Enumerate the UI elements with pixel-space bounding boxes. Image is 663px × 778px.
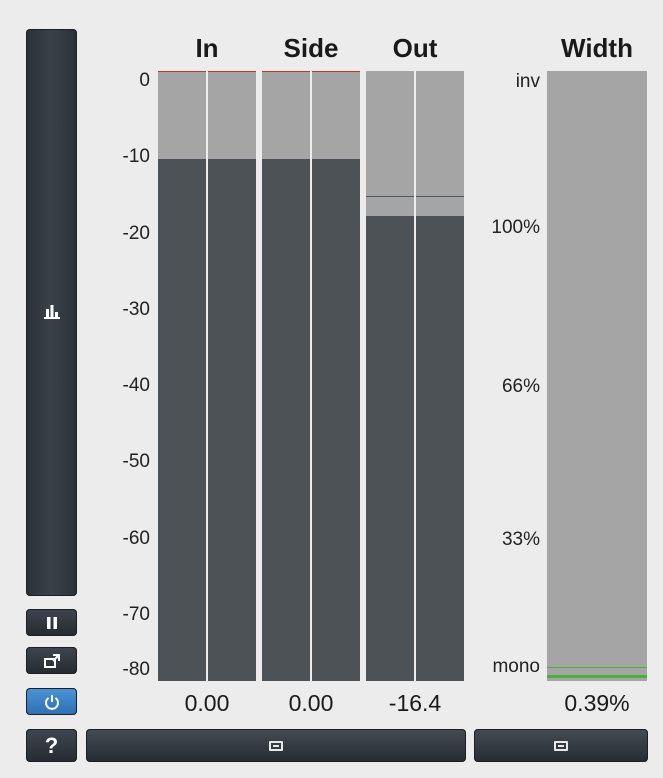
help-icon: ? [44, 732, 59, 758]
expand-horizontal-icon [269, 740, 283, 751]
side-level-bar [312, 158, 360, 681]
width-scale-label: inv [515, 71, 540, 92]
width-value: 0.39% [564, 690, 630, 716]
in-peak-line [158, 71, 206, 72]
out-level-bar [366, 215, 414, 681]
expand-horizontal-icon [554, 740, 568, 751]
width-scale-label: 66% [501, 376, 540, 397]
in-level-bar [208, 158, 256, 681]
in-meter-channel [208, 71, 256, 681]
db-scale-label: 0 [139, 70, 150, 91]
expand-meters-button[interactable] [86, 729, 466, 762]
power-icon [44, 694, 59, 710]
detach-window-icon [43, 653, 60, 668]
side-level-bar [262, 158, 310, 681]
db-scale-label: -40 [122, 375, 150, 396]
out-value: -16.4 [388, 690, 442, 716]
pause-icon [46, 616, 57, 629]
meter-view-button[interactable] [26, 29, 77, 596]
db-scale-label: -70 [122, 603, 150, 625]
side-meter-channel [312, 71, 360, 681]
side-header: Side [283, 33, 339, 63]
db-scale-label: -50 [122, 451, 150, 473]
bar-chart-icon [44, 305, 60, 319]
db-scale-label: -10 [122, 146, 150, 168]
out-header: Out [392, 33, 438, 63]
width-scale-label: 33% [501, 528, 540, 550]
out-peak-line [416, 196, 464, 198]
help-button[interactable]: ? [26, 729, 77, 762]
in-level-bar [158, 158, 206, 681]
db-scale-label: -60 [122, 527, 150, 549]
power-button[interactable] [26, 688, 77, 715]
in-header: In [195, 33, 219, 63]
out-peak-line [366, 196, 414, 198]
db-scale-label: -30 [122, 298, 150, 320]
expand-width-button[interactable] [474, 729, 648, 762]
width-header: Width [561, 33, 633, 63]
width-scale-label: mono [492, 656, 540, 677]
in-meter-channel [158, 71, 206, 681]
in-value: 0.00 [184, 690, 230, 716]
detach-button[interactable] [26, 647, 77, 674]
side-meter-channel [262, 71, 310, 681]
width-meter [547, 71, 647, 681]
db-scale-label: -20 [122, 222, 150, 244]
side-value: 0.00 [288, 690, 334, 716]
width-scale-label: 100% [491, 217, 540, 239]
pause-button[interactable] [26, 609, 77, 636]
out-meter-channel [416, 71, 464, 681]
out-level-bar [416, 215, 464, 681]
out-meter-channel [366, 71, 414, 681]
in-peak-line [208, 71, 256, 72]
side-peak-line [262, 71, 310, 72]
db-scale-label: -80 [122, 659, 150, 680]
side-peak-line [312, 71, 360, 72]
